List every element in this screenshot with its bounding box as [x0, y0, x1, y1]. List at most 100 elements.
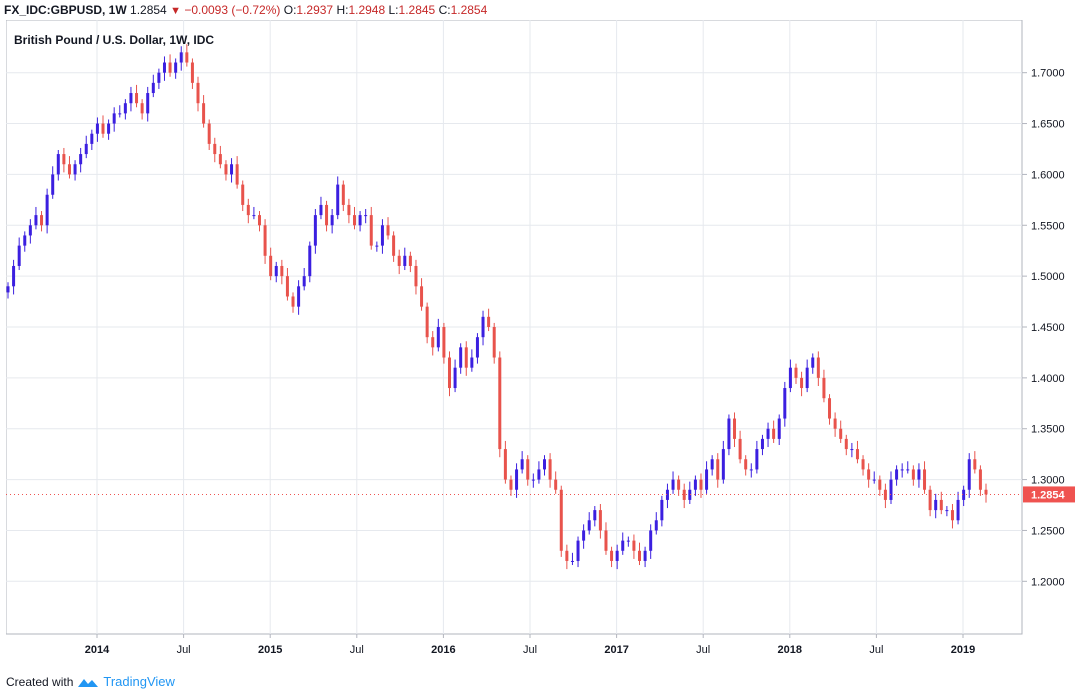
candle: [872, 471, 876, 484]
candle-body: [855, 449, 859, 460]
x-tick-label: 2014: [85, 644, 110, 656]
candle: [12, 259, 16, 295]
candle: [330, 209, 334, 234]
candle: [263, 219, 267, 264]
tradingview-logo-icon[interactable]: [77, 676, 99, 688]
candle-body: [274, 265, 278, 277]
candle: [285, 268, 289, 301]
candle: [822, 369, 826, 403]
candle-body: [386, 225, 390, 236]
candle-body: [291, 296, 295, 307]
candle: [738, 430, 742, 464]
price-chart[interactable]: 1.7000 1.6500 1.6000 1.5500 1.5000 1.4500 1.40…: [5, 19, 1076, 663]
chart-title: British Pound / U.S. Dollar, 1W, IDC: [14, 33, 214, 47]
candle: [257, 211, 261, 232]
down-arrow-icon: ▼: [170, 5, 181, 17]
candle-body: [861, 459, 865, 470]
candle: [744, 455, 748, 476]
candle-body: [693, 479, 697, 490]
candle-body: [962, 489, 966, 500]
candle-body: [73, 164, 77, 175]
candle-body: [129, 93, 133, 104]
candle: [375, 241, 379, 252]
candle: [464, 341, 468, 376]
candle-body: [677, 479, 681, 490]
candle-body: [23, 235, 27, 246]
candle: [565, 544, 569, 570]
candle: [945, 506, 949, 517]
candle-body: [202, 103, 206, 124]
last-price-tag: 1.2854: [6, 486, 1075, 503]
candle: [934, 493, 938, 519]
candle-body: [174, 62, 178, 73]
candle: [207, 119, 211, 150]
candle-body: [800, 377, 804, 389]
candle: [828, 394, 832, 425]
x-tick-label: 2018: [778, 644, 802, 656]
y-tick-label: 1.5500: [1031, 220, 1065, 232]
candle: [84, 135, 88, 159]
price-axis[interactable]: 1.7000 1.6500 1.6000 1.5500 1.5000 1.4500 1.40…: [1022, 68, 1065, 589]
candle-body: [660, 499, 664, 521]
candle-body: [543, 459, 547, 470]
candle-body: [632, 540, 636, 551]
candle: [40, 211, 44, 232]
candle-body: [688, 489, 692, 500]
candle: [576, 536, 580, 568]
candle-body: [112, 113, 116, 124]
candle: [341, 180, 345, 212]
candle: [526, 455, 530, 486]
candle-body: [721, 449, 725, 480]
candle-body: [241, 184, 245, 205]
candle: [883, 483, 887, 509]
candle: [431, 331, 435, 356]
time-axis[interactable]: 2014 Jul 2015 Jul 2016 Jul 2017 Jul 2018 Jul 2019: [85, 634, 975, 656]
candle: [118, 105, 122, 118]
candle: [129, 86, 133, 112]
candle-body: [420, 286, 424, 307]
candle: [537, 461, 541, 484]
candle-body: [330, 215, 334, 226]
candle-body: [123, 103, 127, 114]
candle: [168, 54, 172, 77]
candle: [224, 160, 228, 181]
candle-body: [358, 215, 362, 226]
candle-body: [699, 479, 703, 490]
candle-body: [464, 347, 468, 368]
candle-body: [895, 469, 899, 480]
candle-body: [51, 174, 55, 195]
candle: [369, 206, 373, 250]
candle-body: [872, 479, 876, 481]
candle-body: [459, 347, 463, 368]
chart-area[interactable]: 1.7000 1.6500 1.6000 1.5500 1.5000 1.4500 1.40…: [5, 19, 1076, 663]
tradingview-brand[interactable]: TradingView: [103, 674, 175, 689]
candle: [45, 188, 49, 234]
last-price-label: 1.2854: [1031, 489, 1066, 501]
symbol-label[interactable]: FX_IDC:GBPUSD, 1W: [4, 3, 127, 17]
candle-body: [17, 245, 21, 266]
last-price: 1.2854: [130, 3, 167, 17]
candle: [218, 145, 222, 169]
candle: [671, 471, 675, 494]
close-value: 1.2854: [450, 3, 488, 17]
candle: [352, 206, 356, 230]
candle: [73, 160, 77, 181]
candle-body: [805, 367, 809, 389]
candle-body: [705, 469, 709, 490]
candle-body: [146, 93, 150, 114]
candle-body: [839, 428, 843, 439]
candle: [878, 475, 882, 496]
candle-body: [403, 255, 407, 266]
candle: [17, 237, 21, 271]
candle: [56, 150, 60, 181]
candle-body: [973, 459, 977, 470]
candle-body: [230, 164, 234, 175]
candle: [816, 351, 820, 386]
candle-body: [62, 154, 66, 165]
candle: [861, 455, 865, 476]
candle-body: [665, 489, 669, 500]
candle-body: [224, 164, 228, 175]
candle: [51, 166, 55, 199]
candle-body: [833, 418, 837, 429]
candle: [107, 119, 111, 140]
